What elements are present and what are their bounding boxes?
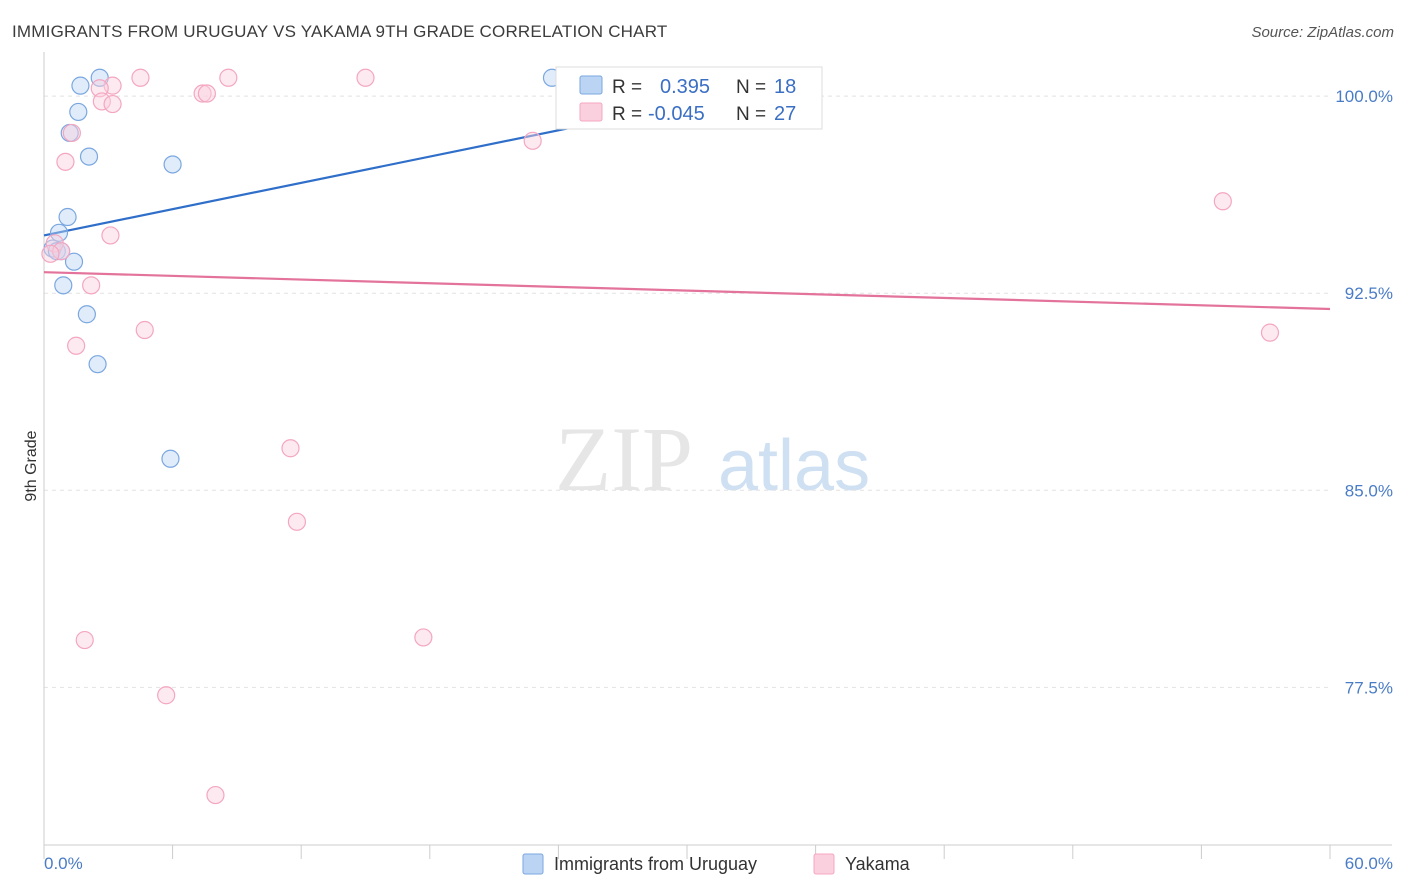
yakama-n-label: N = [736,104,766,125]
watermark-atlas: atlas [718,426,870,506]
chart-title: IMMIGRANTS FROM URUGUAY VS YAKAMA 9TH GR… [12,22,668,41]
yakama-point-0 [131,68,150,87]
yakama-r-value: -0.045 [648,103,705,125]
uruguay-point-6 [58,207,77,227]
uruguay-point-15 [161,449,180,468]
yakama-point-26 [206,785,225,805]
x-tick-label-1: 60.0% [1345,854,1393,873]
x-tick-label-0: 0.0% [44,854,83,873]
y-tick-label-1: 92.5% [1345,284,1393,303]
uruguay-r-value: 0.395 [660,76,710,98]
uruguay-point-12 [54,276,73,295]
yakama-point-12 [1213,192,1232,211]
yakama-point-17 [82,276,101,295]
watermark-zip: ZIP [555,408,693,510]
yakama-point-23 [75,630,94,650]
yakama-point-10 [523,131,542,150]
yakama-point-13 [101,226,120,245]
yakama-point-1 [219,68,238,87]
y-tick-label-0: 100.0% [1335,87,1393,106]
trend-line-1 [43,271,1331,311]
uruguay-point-7 [49,223,69,242]
source-credit: Source: ZipAtlas.com [1251,24,1394,41]
yakama-point-18 [135,320,154,340]
yakama-swatch [579,102,603,122]
yakama-point-11 [56,152,75,171]
axes [43,52,1392,859]
uruguay-n-label: N = [736,77,766,98]
uruguay-point-2 [69,102,88,122]
yakama-point-20 [1260,323,1280,342]
watermark: ZIP atlas [555,408,870,510]
yakama-point-24 [414,628,433,647]
legend-yakama-label: Yakama [845,854,911,874]
yakama-point-6 [197,84,216,103]
yakama-point-21 [281,439,300,458]
y-axis-title: 9th Grade [23,430,40,501]
uruguay-point-14 [88,355,107,374]
legend-yakama-swatch [813,853,835,875]
yakama-point-25 [157,686,176,705]
data-points [41,68,1280,805]
uruguay-point-1 [71,76,90,95]
yakama-point-15 [52,242,71,261]
yakama-point-19 [67,336,86,355]
stats-legend: R = 0.395 N = 18 R = -0.045 N = 27 [555,66,823,130]
uruguay-point-13 [77,305,96,324]
y-tick-label-2: 85.0% [1345,481,1393,500]
yakama-point-16 [41,244,60,263]
y-tick-label-3: 77.5% [1345,678,1393,697]
yakama-n-value: 27 [774,103,796,125]
uruguay-r-label: R = [612,77,642,98]
uruguay-point-4 [79,147,99,166]
bottom-legend: Immigrants from Uruguay Yakama [522,853,911,875]
yakama-point-8 [103,94,122,114]
uruguay-n-value: 18 [774,76,796,98]
yakama-point-22 [287,512,307,531]
x-tick-labels: 0.0% 60.0% [44,854,1393,873]
legend-uruguay-label: Immigrants from Uruguay [554,854,757,874]
uruguay-point-11 [64,252,84,271]
yakama-point-7 [92,92,111,111]
yakama-point-5 [193,84,212,103]
yakama-point-2 [356,68,375,87]
grid-lines [44,95,1330,688]
yakama-point-9 [62,123,81,143]
legend-uruguay-swatch [522,853,544,875]
uruguay-swatch [579,75,603,95]
yakama-point-4 [90,79,109,98]
y-tick-labels: 100.0% 92.5% 85.0% 77.5% [1335,87,1393,697]
yakama-r-label: R = [612,104,642,125]
uruguay-point-5 [163,155,182,174]
